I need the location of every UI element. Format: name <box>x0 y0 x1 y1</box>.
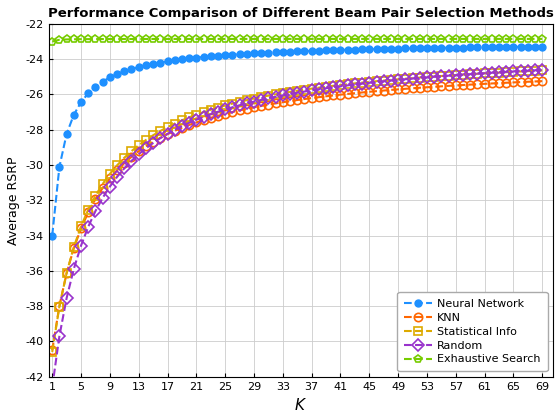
Exhaustive Search <box>539 37 545 42</box>
Neural Network <box>207 54 214 59</box>
Exhaustive Search <box>114 37 120 42</box>
Neural Network <box>214 53 221 58</box>
Line: KNN: KNN <box>48 77 547 354</box>
Neural Network <box>85 91 92 96</box>
Exhaustive Search <box>143 37 150 42</box>
X-axis label: $K$: $K$ <box>295 397 307 413</box>
Random <box>214 109 221 114</box>
Random <box>85 224 92 229</box>
Line: Random: Random <box>48 66 547 391</box>
Random <box>49 385 55 390</box>
Neural Network <box>330 47 337 52</box>
Neural Network <box>143 63 150 68</box>
Statistical Info <box>114 163 120 168</box>
Random <box>330 85 337 90</box>
KNN <box>114 168 120 173</box>
Title: Performance Comparison of Different Beam Pair Selection Methods: Performance Comparison of Different Beam… <box>48 7 554 20</box>
KNN <box>539 79 545 84</box>
Legend: Neural Network, KNN, Statistical Info, Random, Exhaustive Search: Neural Network, KNN, Statistical Info, R… <box>398 292 548 371</box>
Statistical Info <box>85 207 92 212</box>
Random <box>143 146 150 151</box>
Statistical Info <box>49 349 55 354</box>
Random <box>207 112 214 117</box>
Statistical Info <box>539 68 545 73</box>
KNN <box>207 116 214 121</box>
Random <box>539 68 545 73</box>
Line: Neural Network: Neural Network <box>49 43 545 239</box>
Exhaustive Search <box>49 39 55 44</box>
KNN <box>330 93 337 98</box>
Line: Exhaustive Search: Exhaustive Search <box>48 35 547 46</box>
Y-axis label: Average RSRP: Average RSRP <box>7 156 20 244</box>
Statistical Info <box>143 137 150 142</box>
Statistical Info <box>207 107 214 112</box>
Line: Statistical Info: Statistical Info <box>48 66 547 356</box>
Exhaustive Search <box>207 37 214 42</box>
Neural Network <box>539 44 545 49</box>
KNN <box>214 113 221 118</box>
KNN <box>49 348 55 353</box>
Exhaustive Search <box>330 37 337 42</box>
Exhaustive Search <box>214 37 221 42</box>
Statistical Info <box>330 83 337 88</box>
Neural Network <box>49 233 55 238</box>
KNN <box>85 210 92 215</box>
Random <box>114 174 120 179</box>
Exhaustive Search <box>85 37 92 42</box>
Statistical Info <box>214 105 221 110</box>
KNN <box>143 144 150 149</box>
Neural Network <box>114 72 120 77</box>
